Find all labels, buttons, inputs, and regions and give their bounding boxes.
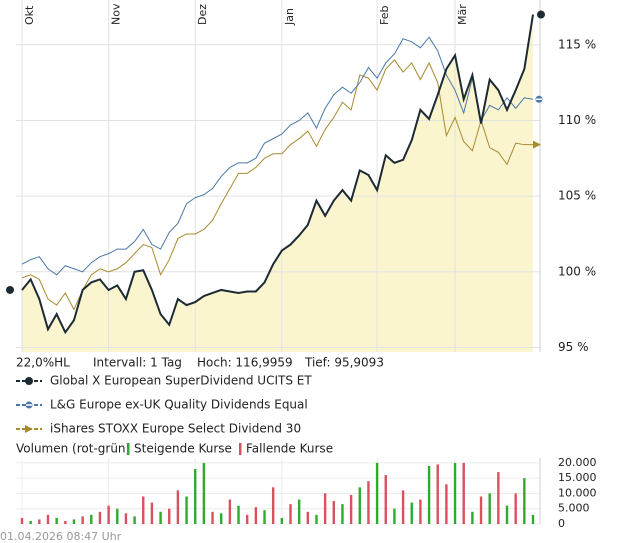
- volume-tick-label: 5.000: [558, 502, 590, 515]
- volume-bar: [20, 517, 24, 524]
- legend-swatch: [239, 443, 242, 455]
- volume-bar: [159, 511, 162, 524]
- volume-bar: [46, 514, 50, 524]
- volume-bar: [505, 505, 509, 524]
- volume-bar: [297, 499, 301, 524]
- volume-bar: [211, 511, 214, 524]
- volume-bar: [358, 487, 361, 524]
- start-marker: [6, 285, 14, 294]
- volume-bar: [497, 472, 500, 524]
- area: [22, 14, 533, 352]
- end-marker: [533, 140, 541, 149]
- timestamp: 01.04.2026 08:47 Uhr: [0, 530, 122, 543]
- x-tick-label: Dez: [196, 4, 209, 25]
- volume-bar: [55, 517, 58, 524]
- y-tick-label: 100 %: [558, 264, 596, 278]
- volume-bar: [245, 514, 249, 524]
- volume-bar: [462, 462, 465, 524]
- volume-bar: [384, 475, 387, 524]
- volume-bar: [349, 494, 353, 524]
- y-tick-label: 115 %: [558, 37, 596, 51]
- volume-bar: [271, 487, 275, 524]
- volume-bar: [488, 493, 491, 524]
- x-tick-label: Nov: [110, 3, 123, 25]
- volume-bar: [168, 508, 171, 524]
- volume-bar: [289, 504, 292, 524]
- info-range: 22,0%HL: [16, 356, 70, 370]
- volume-bar: [64, 520, 67, 524]
- legend-label: Steigende Kurse: [134, 442, 232, 456]
- series-line: [21, 36, 534, 276]
- y-tick-label: 110 %: [558, 113, 596, 127]
- volume-bar: [29, 520, 32, 524]
- volume-bar: [176, 490, 180, 524]
- volume-bar: [116, 508, 119, 524]
- volume-tick-label: 0: [558, 517, 565, 530]
- x-tick-label: Jan: [283, 8, 296, 26]
- volume-bar: [419, 499, 422, 524]
- volume-bar: [323, 493, 327, 524]
- y-tick-label: 95 %: [558, 340, 589, 354]
- series-line: [21, 59, 533, 311]
- volume-bar: [72, 519, 76, 524]
- volume-bar: [393, 508, 396, 524]
- volume-bar: [237, 505, 240, 524]
- volume-bar: [445, 484, 448, 524]
- x-tick-label: Mär: [456, 4, 469, 25]
- volume-title: Volumen (rot-grün): [16, 442, 130, 456]
- volume-bar: [471, 511, 474, 524]
- volume-bar: [263, 510, 266, 524]
- volume-bar: [306, 511, 310, 524]
- legend-label: Fallende Kurse: [246, 442, 333, 456]
- volume-bar: [81, 516, 84, 524]
- volume-bar: [410, 502, 413, 524]
- volume-bar: [523, 478, 526, 524]
- volume-bar: [531, 514, 535, 524]
- volume-bar: [185, 496, 188, 524]
- legend-label: Global X European SuperDividend UCITS ET: [50, 374, 312, 388]
- volume-bar: [427, 465, 431, 524]
- volume-bar: [375, 462, 379, 524]
- volume-bar: [150, 502, 154, 524]
- volume-bar: [315, 514, 318, 524]
- volume-bar: [332, 501, 335, 524]
- legend-marker: [25, 425, 33, 433]
- volume-bar: [107, 505, 110, 524]
- volume-tick-label: 10.000: [558, 486, 597, 499]
- volume-tick-label: 15.000: [558, 471, 597, 484]
- volume-bar: [194, 469, 197, 524]
- volume-bar: [220, 513, 223, 524]
- end-marker: [537, 10, 545, 19]
- volume-bar: [401, 490, 405, 524]
- volume-bar: [367, 481, 370, 524]
- x-tick-label: Feb: [378, 6, 391, 25]
- info-low: Tief: 95,9093: [304, 356, 384, 370]
- x-tick-label: Okt: [23, 5, 36, 25]
- volume-bar: [479, 496, 483, 524]
- volume-bar: [453, 462, 457, 524]
- volume-bar: [202, 462, 206, 524]
- volume-bar: [514, 493, 517, 524]
- volume-bar: [98, 511, 102, 524]
- legend-label: iShares STOXX Europe Select Dividend 30: [50, 422, 301, 436]
- volume-bar: [280, 517, 284, 524]
- volume-bar: [228, 499, 232, 524]
- volume-bar: [133, 516, 136, 524]
- legend-swatch: [127, 443, 130, 455]
- volume-bar: [254, 507, 258, 524]
- volume-bar: [124, 513, 128, 524]
- volume-bar: [38, 519, 41, 524]
- volume-bar: [341, 504, 344, 524]
- volume-bar: [142, 496, 145, 524]
- legend-marker: [25, 377, 33, 385]
- volume-bar: [90, 514, 93, 524]
- volume-tick-label: 20.000: [558, 456, 597, 469]
- volume-bar: [436, 464, 439, 524]
- y-tick-label: 105 %: [558, 189, 596, 203]
- info-interval: Intervall: 1 Tag: [93, 356, 182, 370]
- legend-label: L&G Europe ex-UK Quality Dividends Equal: [50, 398, 308, 412]
- series-line: [21, 14, 534, 335]
- info-high: Hoch: 116,9959: [197, 356, 293, 370]
